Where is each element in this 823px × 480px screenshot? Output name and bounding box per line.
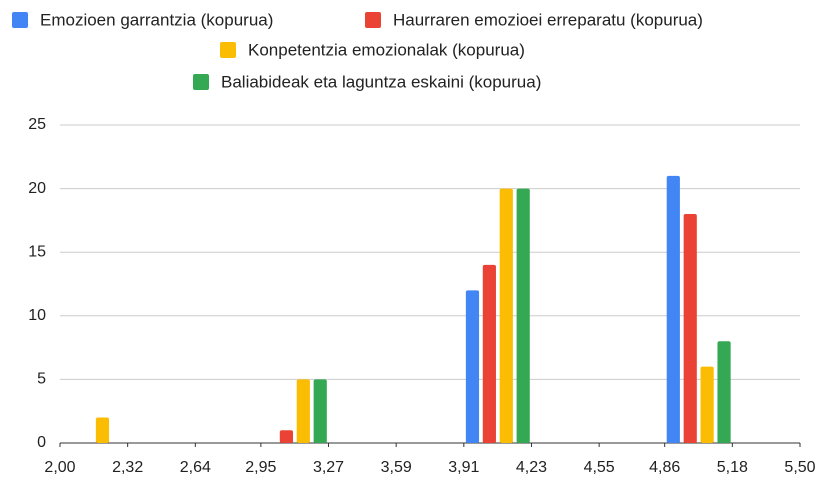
x-tick-label: 2,95 [245,459,276,476]
legend-swatch [365,12,381,28]
x-tick-label: 2,00 [44,459,75,476]
bar [499,188,513,443]
bar [95,417,110,443]
x-tick-label: 5,18 [717,459,748,476]
x-tick-label: 2,32 [112,459,143,476]
x-tick-label: 4,55 [584,459,615,476]
x-tick-label: 4,23 [516,459,547,476]
legend-label: Baliabideak eta laguntza eskaini (kopuru… [221,72,541,91]
bar [683,214,697,443]
legend-label: Konpetentzia emozionalak (kopurua) [248,40,525,59]
bar [700,366,714,443]
x-tick-label: 3,59 [381,459,412,476]
x-tick-label: 2,64 [180,459,211,476]
bar [465,290,480,443]
y-tick-label: 5 [37,371,46,388]
bar [516,188,530,443]
bar [666,175,680,443]
bar [482,264,496,443]
legend-label: Emozioen garrantzia (kopurua) [40,10,273,29]
legend-swatch [220,42,236,58]
bar [717,341,731,443]
bar [279,430,293,443]
legend-swatch [12,12,28,28]
bar [313,379,327,443]
x-tick-label: 4,86 [649,459,680,476]
x-tick-label: 3,91 [448,459,479,476]
y-tick-label: 20 [28,180,46,197]
legend-label: Haurraren emozioei erreparatu (kopurua) [393,10,703,29]
x-tick-label: 5,50 [784,459,815,476]
y-tick-label: 0 [37,434,46,451]
y-tick-label: 15 [28,243,46,260]
y-tick-label: 25 [28,116,46,133]
y-tick-label: 10 [28,307,46,324]
legend-swatch [193,74,209,90]
x-tick-label: 3,27 [313,459,344,476]
bar [296,379,310,443]
